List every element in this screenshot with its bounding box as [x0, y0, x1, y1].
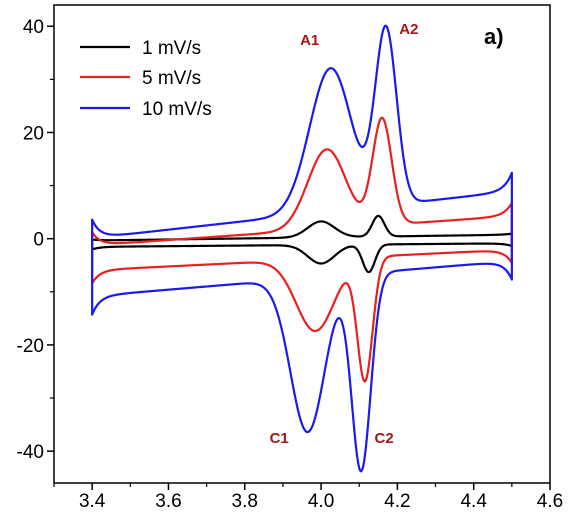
- x-tick-label: 4.0: [308, 491, 334, 512]
- curves: [91, 24, 513, 473]
- peak-label-a1: A1: [300, 32, 319, 49]
- legend-label-10mvs: 10 mV/s: [142, 99, 212, 120]
- peak-label-a2: A2: [399, 21, 418, 38]
- x-tick-label: 4.6: [537, 491, 563, 512]
- y-tick-label: 40: [23, 17, 44, 38]
- x-tick-label: 4.2: [384, 491, 410, 512]
- peak-label-c1: C1: [270, 430, 289, 447]
- y-tick-label: 20: [23, 123, 44, 144]
- panel-label: a): [484, 24, 504, 49]
- tick-labels: 3.4 3.6 3.8 4.0 4.2 4.4 4.6 -40 -20 0 20…: [17, 17, 564, 512]
- y-tick-label: -40: [17, 442, 44, 463]
- legend-label-5mvs: 5 mV/s: [142, 68, 201, 89]
- x-tick-label: 4.4: [460, 491, 487, 512]
- x-tick-label: 3.6: [155, 491, 181, 512]
- peak-annotations: A1 A2 C1 C2: [270, 21, 419, 447]
- axes: [47, 4, 551, 490]
- cv-curve-10mvs: [91, 24, 513, 473]
- peak-label-c2: C2: [374, 430, 393, 447]
- y-tick-label: -20: [17, 336, 44, 357]
- legend: 1 mV/s 5 mV/s 10 mV/s: [80, 38, 212, 120]
- cv-curve-1mvs: [91, 214, 513, 274]
- legend-label-1mvs: 1 mV/s: [142, 38, 201, 59]
- x-tick-label: 3.4: [79, 491, 106, 512]
- plot-frame: [53, 4, 551, 484]
- x-tick-label: 3.8: [232, 491, 258, 512]
- y-tick-label: 0: [33, 230, 44, 251]
